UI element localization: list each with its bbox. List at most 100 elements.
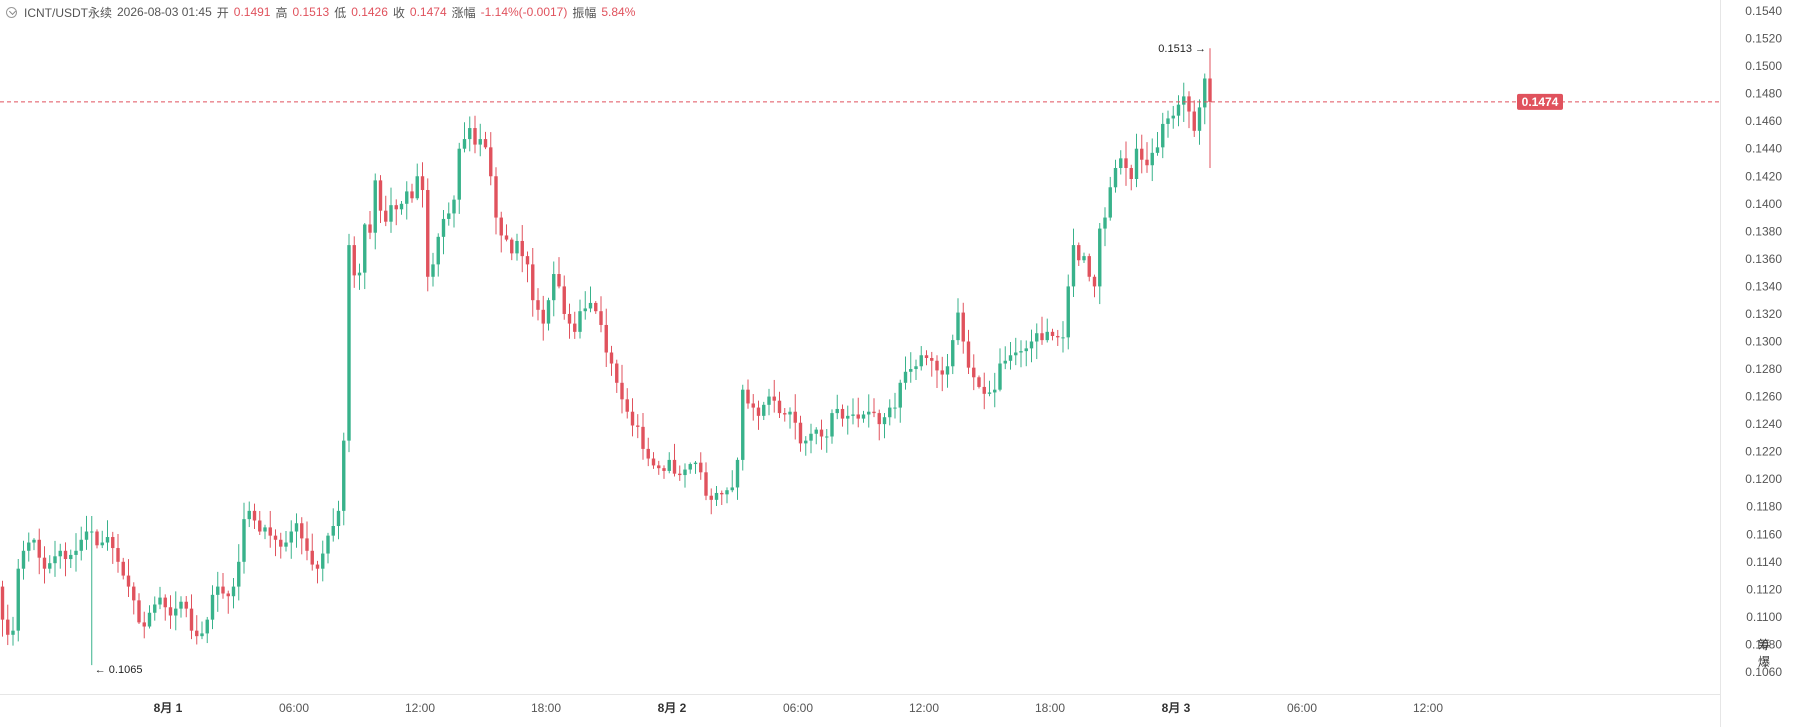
candle-body[interactable] bbox=[258, 520, 262, 532]
candle-body[interactable] bbox=[1103, 217, 1107, 229]
candle-body[interactable] bbox=[872, 411, 876, 414]
candle-body[interactable] bbox=[615, 363, 619, 383]
candle-body[interactable] bbox=[909, 369, 913, 372]
candle-body[interactable] bbox=[546, 300, 551, 324]
candle-body[interactable] bbox=[489, 147, 493, 177]
candle-body[interactable] bbox=[583, 308, 587, 312]
candle-body[interactable] bbox=[1113, 167, 1118, 188]
candle-body[interactable] bbox=[977, 377, 981, 387]
candle-body[interactable] bbox=[1187, 96, 1191, 112]
candle-body[interactable] bbox=[504, 235, 509, 240]
candle-body[interactable] bbox=[1145, 159, 1149, 166]
candle-body[interactable] bbox=[783, 413, 787, 415]
candle-body[interactable] bbox=[231, 586, 236, 597]
candle-body[interactable] bbox=[284, 542, 288, 547]
candle-body[interactable] bbox=[630, 411, 635, 426]
candle-body[interactable] bbox=[342, 440, 346, 511]
candle-body[interactable] bbox=[1171, 115, 1175, 119]
candle-body[interactable] bbox=[1019, 351, 1023, 353]
candle-body[interactable] bbox=[1150, 152, 1154, 166]
candle-body[interactable] bbox=[924, 355, 929, 359]
candle-body[interactable] bbox=[63, 550, 68, 560]
candle-body[interactable] bbox=[657, 465, 661, 469]
candle-body[interactable] bbox=[84, 531, 89, 540]
candle-body[interactable] bbox=[882, 417, 887, 425]
time-axis[interactable]: 8月 1 06:00 12:00 18:00 8月 2 06:00 12:00 18:00 8月… bbox=[154, 701, 1444, 715]
candle-body[interactable] bbox=[399, 203, 404, 210]
candle-body[interactable] bbox=[132, 586, 136, 601]
candle-body[interactable] bbox=[1040, 333, 1044, 341]
candle-body[interactable] bbox=[1092, 276, 1097, 287]
candle-body[interactable] bbox=[483, 139, 488, 148]
candle-body[interactable] bbox=[1203, 78, 1207, 108]
candle-body[interactable] bbox=[851, 414, 855, 416]
candle-body[interactable] bbox=[510, 239, 514, 254]
candle-body[interactable] bbox=[142, 622, 146, 627]
candle-body[interactable] bbox=[268, 527, 272, 536]
candle-body[interactable] bbox=[714, 492, 719, 500]
candle-body[interactable] bbox=[336, 510, 341, 527]
candle-body[interactable] bbox=[756, 407, 761, 416]
candle-body[interactable] bbox=[767, 396, 771, 405]
candle-body[interactable] bbox=[0, 586, 5, 620]
candle-body[interactable] bbox=[100, 542, 104, 546]
candle-body[interactable] bbox=[856, 414, 860, 419]
candle-body[interactable] bbox=[447, 213, 451, 219]
candle-body[interactable] bbox=[987, 392, 992, 394]
candle-body[interactable] bbox=[457, 148, 461, 200]
candle-body[interactable] bbox=[137, 600, 141, 623]
candle-body[interactable] bbox=[431, 264, 435, 277]
candle-body[interactable] bbox=[919, 355, 923, 367]
candle-body[interactable] bbox=[373, 180, 377, 233]
candle-body[interactable] bbox=[1161, 123, 1165, 148]
candle-body[interactable] bbox=[1061, 337, 1065, 339]
candle-body[interactable] bbox=[804, 440, 808, 444]
candle-body[interactable] bbox=[436, 236, 440, 265]
candle-body[interactable] bbox=[1077, 245, 1081, 261]
candle-body[interactable] bbox=[163, 597, 167, 608]
candle-body[interactable] bbox=[746, 389, 750, 404]
candle-body[interactable] bbox=[641, 426, 645, 449]
candle-body[interactable] bbox=[289, 531, 293, 543]
candle-body[interactable] bbox=[578, 311, 582, 332]
candle-body[interactable] bbox=[237, 561, 241, 587]
candle-body[interactable] bbox=[861, 414, 866, 419]
candle-body[interactable] bbox=[105, 537, 110, 543]
candle-body[interactable] bbox=[762, 404, 766, 416]
candle-body[interactable] bbox=[441, 218, 446, 237]
candle-body[interactable] bbox=[809, 433, 813, 441]
candle-body[interactable] bbox=[69, 554, 73, 560]
candle-body[interactable] bbox=[935, 360, 939, 371]
candle-body[interactable] bbox=[541, 309, 545, 324]
candle-body[interactable] bbox=[898, 382, 902, 408]
candle-body[interactable] bbox=[620, 382, 624, 400]
candle-body[interactable] bbox=[357, 272, 362, 276]
candle-body[interactable] bbox=[683, 469, 687, 476]
candle-body[interactable] bbox=[1134, 148, 1139, 180]
candle-body[interactable] bbox=[478, 139, 482, 145]
candle-body[interactable] bbox=[1129, 167, 1133, 180]
candle-body[interactable] bbox=[310, 550, 314, 565]
price-axis[interactable]: 0.1060 0.1080 0.1100 0.1120 0.1140 0.1160 0.11… bbox=[1745, 4, 1782, 679]
candle-body[interactable] bbox=[956, 312, 960, 341]
candle-body[interactable] bbox=[1087, 256, 1091, 277]
candle-body[interactable] bbox=[877, 413, 881, 425]
candle-body[interactable] bbox=[678, 473, 682, 476]
candle-body[interactable] bbox=[452, 199, 456, 214]
candle-body[interactable] bbox=[588, 302, 593, 309]
candle-body[interactable] bbox=[772, 396, 776, 401]
candle-body[interactable] bbox=[1035, 333, 1039, 342]
candle-body[interactable] bbox=[184, 601, 188, 609]
candle-body[interactable] bbox=[168, 607, 173, 616]
candle-body[interactable] bbox=[189, 608, 194, 631]
candle-body[interactable] bbox=[294, 523, 299, 532]
candle-body[interactable] bbox=[368, 224, 372, 233]
candle-body[interactable] bbox=[840, 408, 845, 419]
candle-body[interactable] bbox=[121, 561, 125, 576]
candle-body[interactable] bbox=[111, 537, 115, 549]
candle-body[interactable] bbox=[893, 407, 897, 409]
candle-body[interactable] bbox=[378, 180, 383, 211]
candle-body[interactable] bbox=[788, 411, 792, 415]
candle-body[interactable] bbox=[415, 176, 419, 199]
candle-body[interactable] bbox=[903, 371, 908, 383]
